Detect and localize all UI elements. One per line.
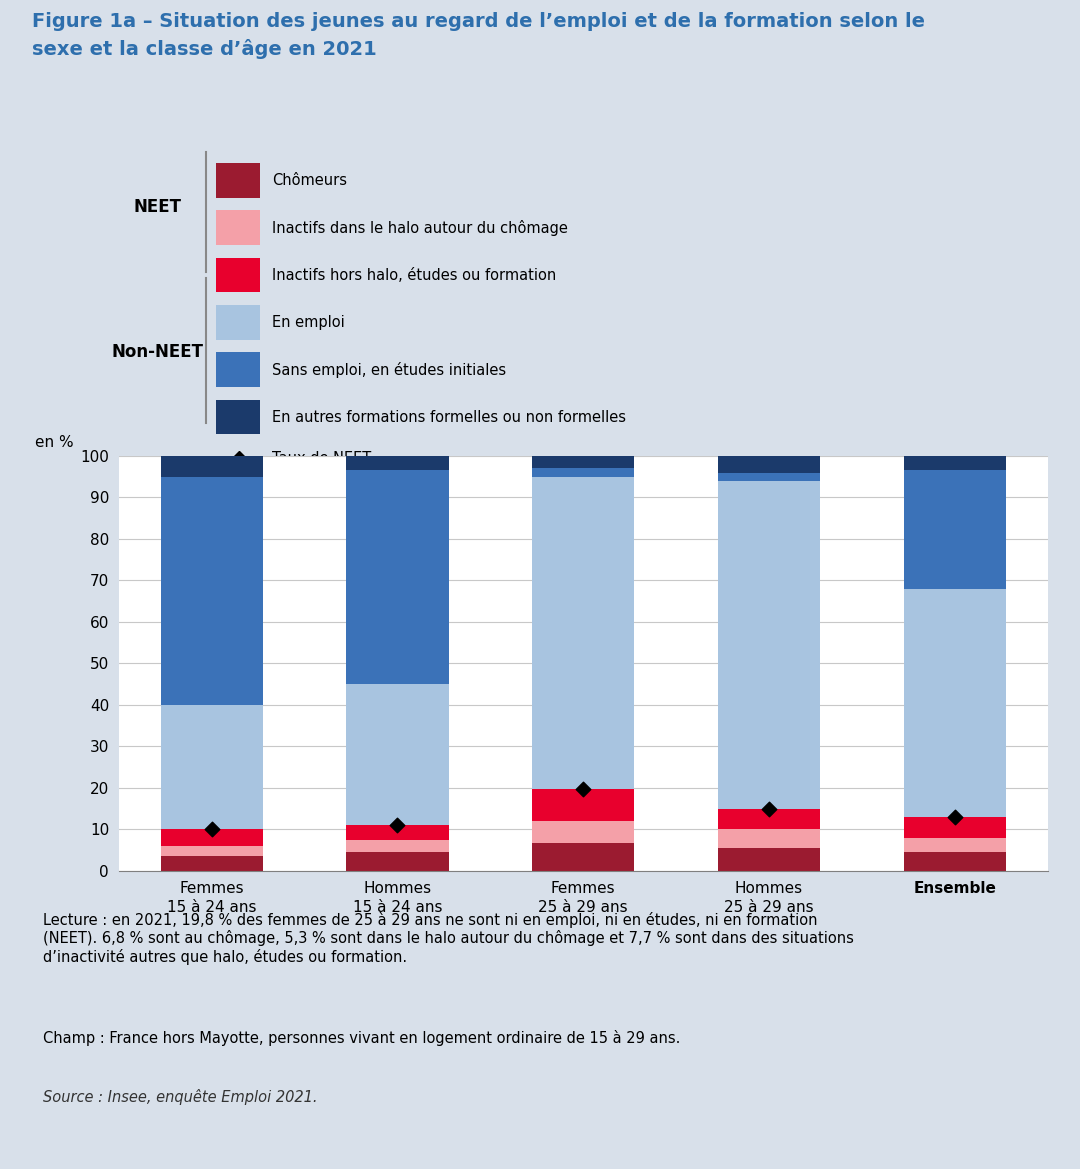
Point [760, 800, 778, 818]
Bar [718, 848, 820, 871]
Bar [532, 789, 634, 821]
FancyBboxPatch shape [216, 400, 260, 435]
Text: Sans emploi, en études initiales: Sans emploi, en études initiales [272, 361, 507, 378]
Bar [904, 852, 1005, 871]
Bar [161, 705, 262, 830]
FancyBboxPatch shape [216, 210, 260, 245]
Bar [532, 469, 634, 477]
Bar [161, 477, 262, 705]
Bar [718, 472, 820, 480]
Bar [347, 825, 448, 839]
Bar [718, 456, 820, 472]
Bar [532, 821, 634, 843]
FancyBboxPatch shape [216, 352, 260, 387]
Point [946, 808, 963, 826]
Text: en %: en % [36, 435, 73, 450]
Text: Champ : France hors Mayotte, personnes vivant en logement ordinaire de 15 à 29 a: Champ : France hors Mayotte, personnes v… [43, 1030, 680, 1045]
Bar [347, 852, 448, 871]
FancyBboxPatch shape [216, 305, 260, 340]
Text: NEET: NEET [133, 199, 181, 216]
Bar [161, 456, 262, 477]
FancyBboxPatch shape [216, 257, 260, 292]
Bar [718, 830, 820, 848]
Point [575, 780, 592, 798]
Bar [718, 480, 820, 809]
Bar [347, 839, 448, 852]
Bar [904, 456, 1005, 470]
Text: En autres formations formelles ou non formelles: En autres formations formelles ou non fo… [272, 409, 626, 424]
Bar [532, 477, 634, 789]
Bar [161, 846, 262, 857]
Text: Non-NEET: Non-NEET [111, 344, 203, 361]
FancyBboxPatch shape [216, 162, 260, 198]
Bar [347, 470, 448, 684]
Bar [161, 857, 262, 871]
Text: Lecture : en 2021, 19,8 % des femmes de 25 à 29 ans ne sont ni en emploi, ni en : Lecture : en 2021, 19,8 % des femmes de … [43, 912, 854, 966]
Bar [904, 838, 1005, 852]
Bar [904, 589, 1005, 817]
Point [203, 821, 220, 839]
Bar [161, 830, 262, 846]
Text: Inactifs dans le halo autour du chômage: Inactifs dans le halo autour du chômage [272, 220, 568, 236]
Text: Chômeurs: Chômeurs [272, 173, 347, 188]
Text: Taux de NEET: Taux de NEET [272, 450, 372, 465]
Bar [347, 684, 448, 825]
Text: Source : Insee, enquête Emploi 2021.: Source : Insee, enquête Emploi 2021. [43, 1088, 318, 1105]
Point [389, 816, 406, 835]
Bar [532, 843, 634, 871]
Bar [904, 817, 1005, 838]
Text: Figure 1a – Situation des jeunes au regard de l’emploi et de la formation selon : Figure 1a – Situation des jeunes au rega… [32, 12, 926, 58]
Bar [347, 456, 448, 470]
Bar [718, 809, 820, 830]
Text: En emploi: En emploi [272, 314, 345, 330]
Bar [532, 456, 634, 469]
Text: Inactifs hors halo, études ou formation: Inactifs hors halo, études ou formation [272, 268, 556, 283]
Bar [904, 470, 1005, 589]
